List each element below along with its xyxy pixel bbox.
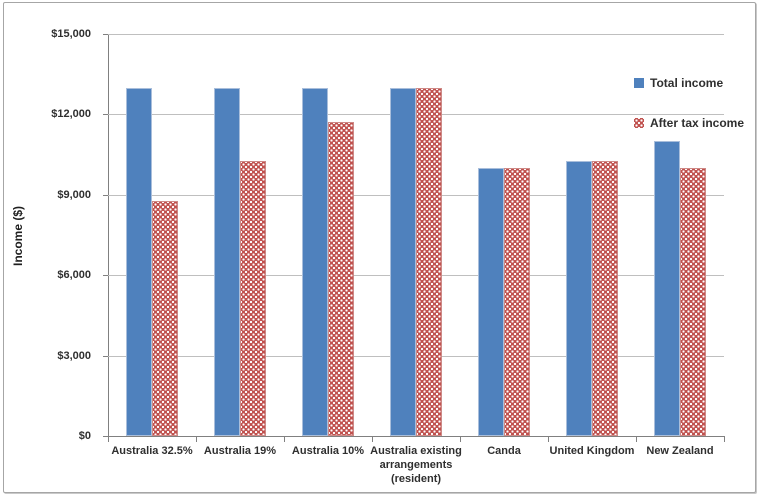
category-label: Canda (487, 445, 521, 457)
bar-after-tax-income-4 (416, 87, 442, 436)
legend-swatch-after-tax-income (634, 118, 644, 128)
x-axis-tick (108, 437, 109, 442)
bar-after-tax-income-6 (592, 161, 618, 436)
category-label: United Kingdom (549, 445, 635, 457)
bar-after-tax-income-1 (152, 200, 178, 436)
chart-frame: Income ($) Total income After tax income… (3, 2, 756, 493)
y-axis-tick (103, 114, 108, 116)
y-axis-title: Income ($) (11, 206, 25, 267)
y-axis-tick (103, 275, 108, 277)
x-axis-tick (548, 437, 549, 442)
category-label: Australia 19% (203, 445, 277, 457)
bar-after-tax-income-3 (328, 122, 354, 436)
y-axis-line (108, 34, 109, 436)
y-axis-tick (103, 34, 108, 35)
x-axis-line (108, 436, 725, 437)
y-axis-tick (103, 194, 108, 196)
category-label: Australia 10% (291, 445, 365, 457)
legend-swatch-total-income (634, 78, 644, 88)
bar-total-income-1 (126, 87, 152, 436)
y-tick-label: $15,000 (51, 28, 91, 40)
y-tick-label: $0 (78, 430, 91, 442)
bar-after-tax-income-7 (680, 168, 706, 436)
y-tick-label: $9,000 (57, 188, 91, 201)
bar-total-income-5 (478, 168, 504, 436)
bar-total-income-7 (654, 141, 680, 436)
y-tick-label: $3,000 (57, 349, 91, 362)
bar-total-income-6 (566, 161, 592, 436)
y-axis-tick (103, 355, 108, 357)
legend: Total income After tax income (634, 76, 744, 156)
category-label: Australia 32.5% (111, 445, 193, 457)
y-tick-label: $6,000 (57, 269, 91, 282)
bar-total-income-4 (390, 87, 416, 436)
gridline (108, 34, 724, 35)
legend-label-total-income: Total income (650, 76, 724, 90)
x-axis-tick (636, 437, 637, 442)
category-label: Australia existing arrangements (resident) (370, 445, 462, 485)
plot-area: Total income After tax income (108, 34, 744, 436)
x-axis-tick (284, 437, 285, 442)
x-axis-tick (724, 437, 725, 442)
category-label: New Zealand (646, 445, 714, 457)
bar-after-tax-income-2 (240, 161, 266, 436)
x-axis-tick (196, 437, 197, 442)
y-axis-tick (103, 436, 108, 437)
x-axis-tick (460, 437, 461, 442)
legend-item-total-income: Total income (634, 76, 744, 90)
bar-total-income-2 (214, 87, 240, 436)
x-axis-tick (372, 437, 373, 442)
bar-total-income-3 (302, 87, 328, 436)
y-tick-label: $12,000 (51, 108, 91, 121)
bar-after-tax-income-5 (504, 168, 530, 436)
legend-label-after-tax-income: After tax income (650, 116, 745, 130)
legend-item-after-tax-income: After tax income (634, 116, 744, 130)
